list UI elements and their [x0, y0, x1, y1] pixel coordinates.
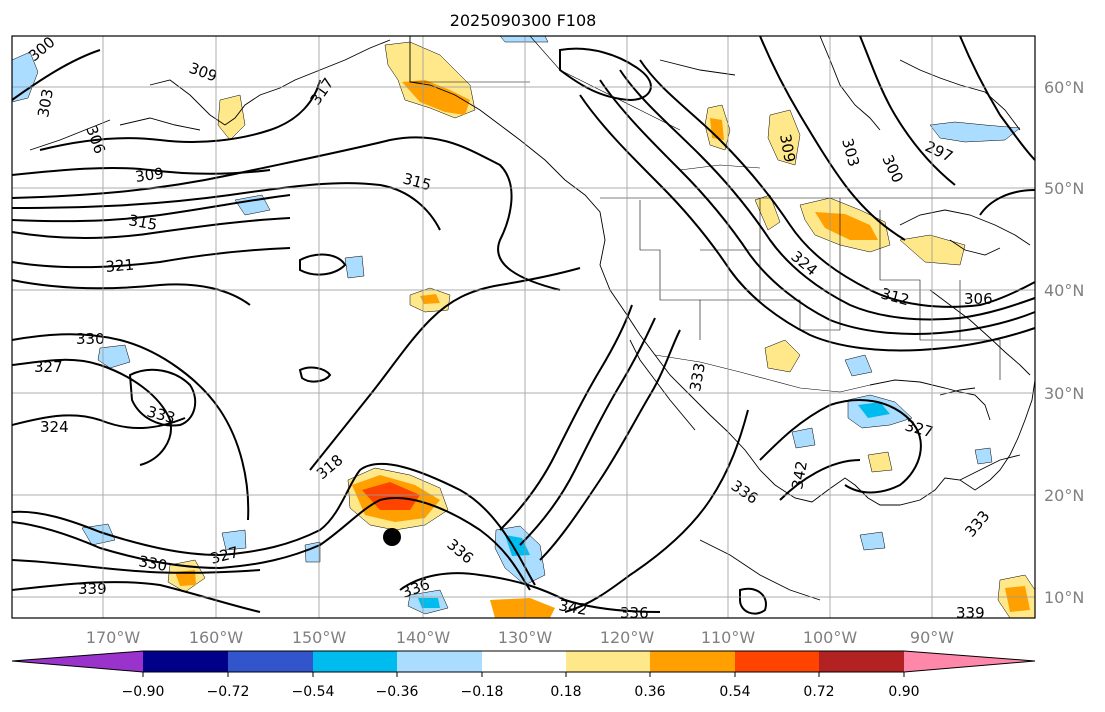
storm-center-marker: [383, 528, 401, 546]
colorbar-swatch: [904, 651, 1035, 672]
contour-label: 339: [78, 580, 107, 598]
contour-label: 330: [76, 330, 105, 348]
lat-tick-label: 10°N: [1044, 588, 1084, 607]
map-panel: 300 303 306 309 309 315 315 321 330 327 …: [11, 33, 1036, 622]
lon-tick-label: 100°W: [803, 628, 858, 647]
colorbar-swatch: [313, 651, 397, 672]
contour-label: 309: [776, 133, 799, 164]
colorbar-tick-label: −0.18: [461, 684, 504, 700]
colorbar: −0.90 −0.72 −0.54 −0.36 −0.18 0.18 0.36 …: [11, 650, 1036, 700]
colorbar-tick-label: −0.72: [207, 684, 250, 700]
contour-label: 333: [686, 361, 709, 392]
lat-tick-label: 30°N: [1044, 384, 1084, 403]
colorbar-swatch: [819, 651, 904, 672]
contour-label: 321: [105, 256, 135, 276]
colorbar-swatch: [397, 651, 482, 672]
lat-tick-label: 50°N: [1044, 179, 1084, 198]
map-frame: [11, 35, 1036, 619]
contour-label: 324: [40, 418, 69, 436]
contour-label: 303: [34, 87, 57, 118]
lon-tick-label: 130°W: [498, 628, 553, 647]
longitude-ticks: 170°W 160°W 150°W 140°W 130°W 120°W 110°…: [86, 628, 954, 647]
lat-tick-label: 40°N: [1044, 281, 1084, 300]
colorbar-swatch: [228, 651, 313, 672]
lon-tick-label: 160°W: [189, 628, 244, 647]
latitude-ticks: 60°N 50°N 40°N 30°N 20°N 10°N: [1044, 78, 1084, 607]
colorbar-tick-label: −0.90: [122, 684, 165, 700]
colorbar-tick-label: 0.90: [888, 684, 919, 700]
colorbar-tick-label: 0.18: [550, 684, 581, 700]
contour-label: 315: [127, 211, 158, 234]
colorbar-tick-label: −0.54: [292, 684, 335, 700]
colorbar-swatch: [566, 651, 650, 672]
map-gridlines: [12, 36, 1035, 618]
colorbar-swatch: [12, 651, 143, 672]
lon-tick-label: 120°W: [600, 628, 655, 647]
colorbar-swatch: [650, 651, 735, 672]
lon-tick-label: 140°W: [396, 628, 451, 647]
lon-tick-label: 170°W: [86, 628, 141, 647]
colorbar-tick-label: −0.36: [376, 684, 419, 700]
colorbar-swatch: [143, 651, 228, 672]
contour-label: 342: [557, 596, 588, 619]
contour-label: 339: [956, 604, 985, 622]
contour-label: 306: [964, 290, 993, 308]
lon-tick-label: 110°W: [701, 628, 756, 647]
contour-label: 330: [137, 552, 168, 575]
colorbar-tick-label: 0.36: [634, 684, 665, 700]
coastlines: [29, 35, 1036, 601]
lon-tick-label: 90°W: [910, 628, 954, 647]
contour-label: 327: [34, 358, 63, 376]
colorbar-swatch: [735, 651, 819, 672]
contour-label: 336: [620, 604, 649, 622]
colorbar-swatch: [482, 651, 566, 672]
contour-lines: [11, 35, 1036, 615]
lat-tick-label: 60°N: [1044, 78, 1084, 97]
contour-label: 342: [788, 459, 811, 490]
lat-tick-label: 20°N: [1044, 486, 1084, 505]
contour-label: 309: [134, 164, 165, 186]
colorbar-tick-label: 0.72: [803, 684, 834, 700]
map-title: 2025090300 F108: [450, 11, 597, 30]
lon-tick-label: 150°W: [292, 628, 347, 647]
colorbar-tick-label: 0.54: [719, 684, 750, 700]
